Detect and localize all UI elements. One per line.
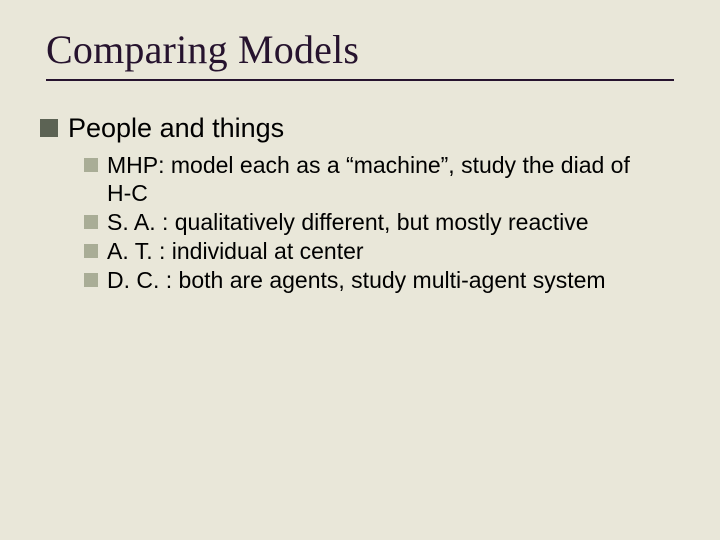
lvl2-text: A. T. : individual at center <box>107 237 364 265</box>
square-bullet-icon <box>84 244 98 258</box>
square-bullet-icon <box>40 119 58 137</box>
lvl2-text: S. A. : qualitatively different, but mos… <box>107 208 589 236</box>
bullet-lvl2: A. T. : individual at center <box>84 237 674 265</box>
lvl2-text: MHP: model each as a “machine”, study th… <box>107 151 657 207</box>
bullet-lvl2: S. A. : qualitatively different, but mos… <box>84 208 674 236</box>
slide: Comparing Models People and things MHP: … <box>0 0 720 540</box>
lvl2-text: D. C. : both are agents, study multi-age… <box>107 266 606 294</box>
bullet-lvl2: D. C. : both are agents, study multi-age… <box>84 266 674 294</box>
title-underline <box>46 79 674 81</box>
bullet-lvl2: MHP: model each as a “machine”, study th… <box>84 151 674 207</box>
bullet-lvl1: People and things <box>40 113 674 145</box>
square-bullet-icon <box>84 158 98 172</box>
square-bullet-icon <box>84 273 98 287</box>
lvl1-text: People and things <box>68 113 284 145</box>
slide-title: Comparing Models <box>46 26 674 73</box>
square-bullet-icon <box>84 215 98 229</box>
lvl2-list: MHP: model each as a “machine”, study th… <box>84 151 674 294</box>
